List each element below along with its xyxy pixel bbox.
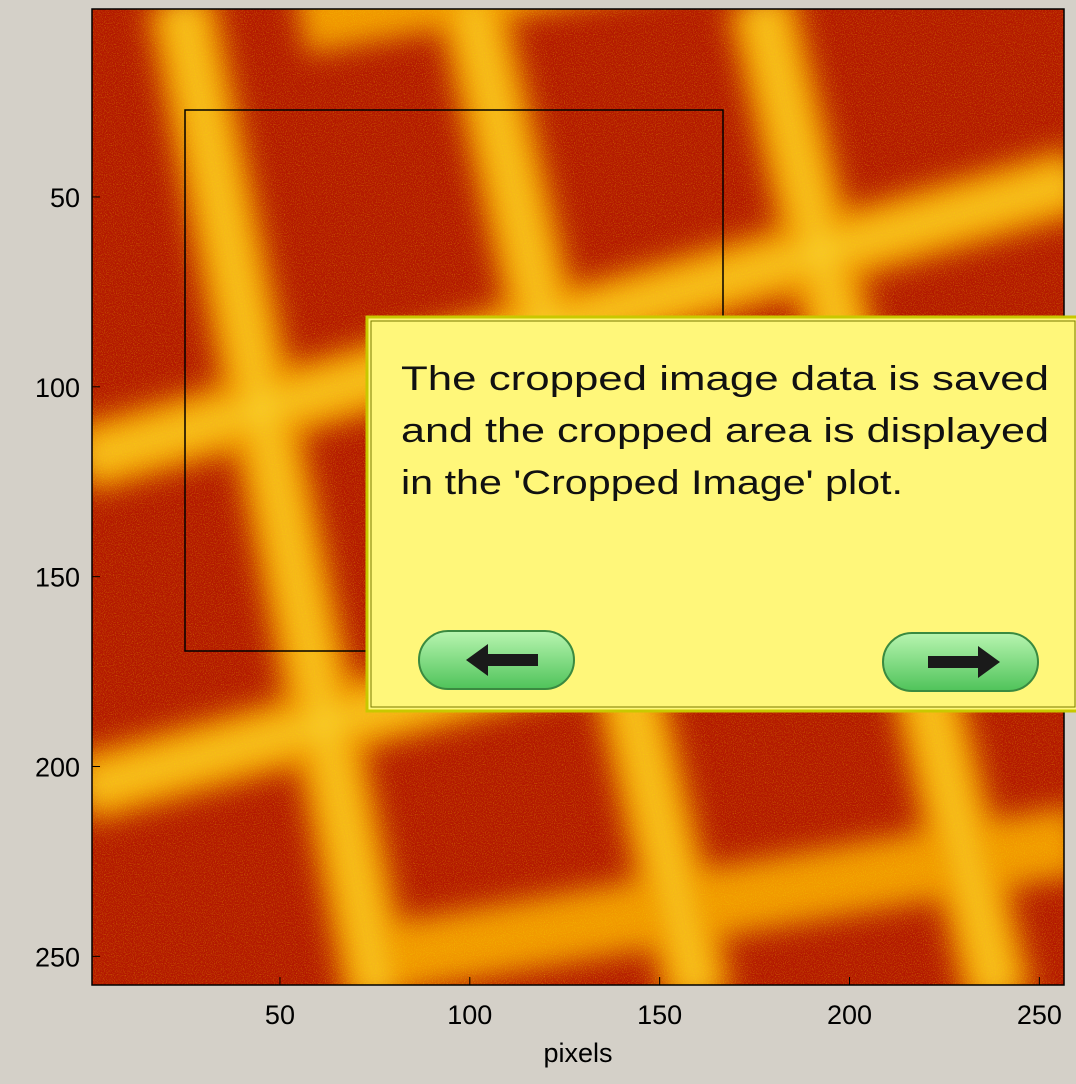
y-tick-label: 150 (35, 563, 80, 593)
x-tick-label: 50 (265, 1000, 295, 1030)
x-axis-label: pixels (543, 1038, 612, 1068)
back-arrow (466, 644, 538, 676)
x-tick-label: 100 (447, 1000, 492, 1030)
y-tick-label: 50 (50, 183, 80, 213)
y-tick-label: 100 (35, 373, 80, 403)
tooltip (365, 315, 1076, 713)
y-tick-label: 200 (35, 753, 80, 783)
x-tick-label: 200 (827, 1000, 872, 1030)
tooltip-text: and the cropped area is displayed (401, 412, 1049, 450)
y-tick-label: 250 (35, 942, 80, 972)
tooltip-text: in the 'Cropped Image' plot. (401, 464, 903, 502)
next-arrow (928, 646, 1000, 678)
x-tick-label: 250 (1017, 1000, 1062, 1030)
tooltip-text: The cropped image data is saved (401, 360, 1049, 398)
back-button[interactable] (418, 630, 575, 690)
tooltip-inner-border (370, 320, 1076, 708)
x-tick-label: 150 (637, 1000, 682, 1030)
next-button[interactable] (882, 632, 1039, 692)
